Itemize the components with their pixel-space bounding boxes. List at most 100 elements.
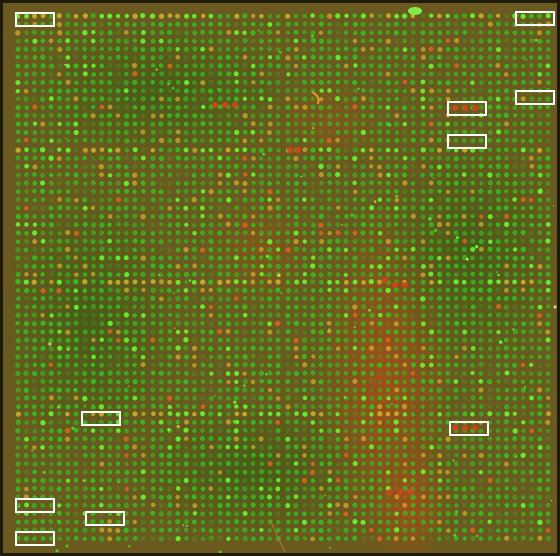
array-spot bbox=[529, 321, 534, 326]
array-spot bbox=[361, 296, 367, 302]
array-spot bbox=[267, 469, 273, 475]
array-spot bbox=[140, 527, 146, 533]
array-spot bbox=[520, 104, 527, 111]
array-spot bbox=[410, 296, 416, 302]
array-spot bbox=[343, 189, 349, 195]
array-spot bbox=[394, 38, 400, 44]
array-spot bbox=[343, 172, 348, 178]
array-spot bbox=[234, 312, 240, 318]
array-spot bbox=[40, 313, 45, 318]
array-spot bbox=[90, 396, 96, 401]
array-spot bbox=[107, 55, 113, 61]
array-spot bbox=[529, 354, 534, 360]
array-spot bbox=[192, 63, 198, 69]
dust-speck bbox=[42, 470, 46, 474]
array-spot bbox=[327, 296, 333, 301]
array-spot bbox=[529, 395, 534, 401]
array-spot bbox=[369, 121, 374, 127]
array-spot bbox=[445, 172, 451, 178]
array-spot bbox=[192, 271, 197, 277]
array-spot bbox=[318, 255, 324, 261]
array-spot bbox=[285, 13, 291, 19]
array-spot bbox=[504, 164, 510, 170]
array-spot bbox=[132, 30, 137, 35]
array-spot bbox=[23, 428, 29, 434]
array-spot bbox=[327, 494, 332, 500]
array-spot bbox=[234, 536, 239, 541]
array-spot bbox=[116, 197, 122, 203]
array-spot bbox=[208, 494, 214, 500]
array-spot bbox=[327, 354, 332, 360]
dust-speck bbox=[71, 426, 75, 430]
array-spot bbox=[56, 72, 62, 77]
array-spot bbox=[115, 312, 121, 318]
array-spot bbox=[140, 519, 146, 525]
array-spot bbox=[91, 180, 96, 186]
array-spot bbox=[326, 63, 332, 69]
array-spot bbox=[23, 96, 29, 102]
array-spot bbox=[175, 370, 181, 375]
array-spot bbox=[150, 80, 155, 85]
array-spot bbox=[504, 535, 510, 541]
array-spot bbox=[385, 13, 392, 19]
array-spot bbox=[31, 478, 37, 483]
array-spot bbox=[520, 527, 526, 533]
array-spot bbox=[410, 71, 415, 77]
array-spot bbox=[32, 288, 37, 293]
array-spot bbox=[57, 263, 63, 269]
array-spot bbox=[167, 230, 172, 236]
array-spot bbox=[454, 148, 459, 153]
array-spot bbox=[73, 29, 79, 35]
array-spot bbox=[302, 296, 308, 301]
array-spot bbox=[132, 105, 138, 110]
array-spot bbox=[318, 395, 324, 400]
array-spot bbox=[318, 55, 324, 60]
array-spot bbox=[512, 328, 518, 335]
array-spot bbox=[385, 71, 391, 77]
array-spot bbox=[335, 494, 340, 500]
array-spot bbox=[149, 13, 156, 19]
array-spot bbox=[82, 312, 88, 318]
array-spot bbox=[394, 272, 400, 277]
array-spot bbox=[132, 163, 138, 170]
array-spot bbox=[140, 320, 147, 327]
array-spot bbox=[167, 362, 172, 368]
array-spot bbox=[116, 272, 121, 277]
array-spot bbox=[40, 247, 46, 253]
array-spot bbox=[335, 22, 341, 27]
array-spot bbox=[369, 46, 375, 52]
array-spot bbox=[369, 230, 374, 235]
array-spot bbox=[140, 172, 146, 178]
array-spot bbox=[115, 46, 121, 52]
array-spot bbox=[393, 287, 400, 293]
array-spot bbox=[200, 387, 206, 393]
array-spot bbox=[208, 172, 214, 178]
array-spot bbox=[267, 486, 273, 492]
array-spot bbox=[159, 478, 164, 483]
array-spot bbox=[285, 230, 290, 236]
array-spot bbox=[428, 395, 434, 401]
array-spot bbox=[377, 486, 383, 492]
array-spot bbox=[150, 287, 156, 293]
array-spot bbox=[251, 247, 256, 252]
array-spot bbox=[167, 502, 173, 508]
array-spot bbox=[495, 189, 501, 195]
array-spot bbox=[167, 519, 172, 525]
array-spot bbox=[107, 304, 113, 310]
array-spot bbox=[421, 71, 426, 77]
array-spot bbox=[65, 279, 71, 285]
array-spot bbox=[183, 354, 190, 360]
highlight-box bbox=[515, 90, 555, 105]
array-spot bbox=[327, 411, 332, 416]
array-spot bbox=[520, 13, 526, 20]
array-spot bbox=[302, 96, 308, 102]
array-spot bbox=[267, 205, 273, 211]
array-spot bbox=[369, 460, 375, 467]
array-spot-hot bbox=[392, 282, 398, 288]
array-spot bbox=[65, 320, 71, 327]
array-spot bbox=[115, 155, 121, 161]
array-spot bbox=[343, 371, 349, 376]
array-spot bbox=[285, 329, 291, 335]
array-spot bbox=[495, 354, 501, 359]
array-spot bbox=[293, 444, 299, 450]
